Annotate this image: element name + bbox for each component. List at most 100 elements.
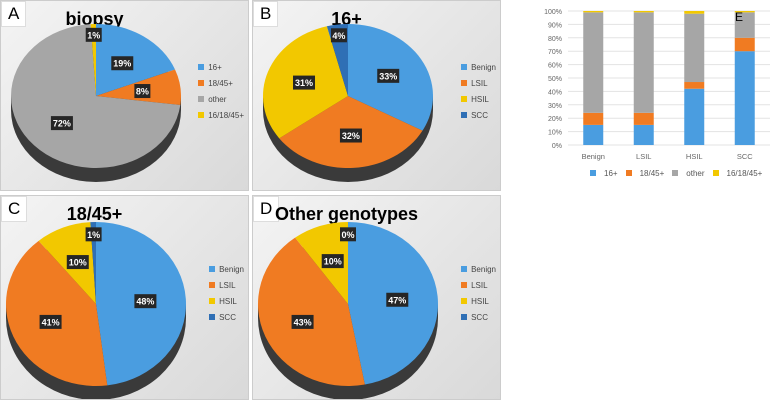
chart-title: Other genotypes [274, 204, 419, 224]
legend-item: 18/45+ [198, 79, 244, 88]
pie-slice-other [10, 24, 181, 168]
chart-title: biopsy [65, 9, 124, 29]
x-tick-label: Benign [582, 152, 605, 161]
legend: 16+ 18/45+ other 16/18/45+ [590, 169, 770, 178]
data-label-box [293, 75, 316, 90]
bar-16+-Benign [583, 124, 604, 145]
data-label: 31% [295, 78, 313, 88]
data-label-box [39, 314, 62, 329]
data-label: 1% [87, 230, 100, 240]
legend-item: 16+ [590, 169, 618, 178]
y-tick-label: 80% [548, 36, 562, 43]
pie-slice-SCC [90, 222, 96, 304]
y-tick-label: 60% [548, 63, 562, 70]
legend-item: Benign [461, 63, 496, 72]
legend-item: 16/18/45+ [198, 111, 244, 120]
bar-18/45+-HSIL [684, 82, 705, 89]
legend: Benign LSIL HSIL SCC [209, 258, 244, 329]
chart-title: 18/45+ [66, 204, 123, 224]
legend-item: SCC [461, 313, 496, 322]
bar-18/45+-LSIL [633, 112, 654, 125]
legend-item: SCC [209, 313, 244, 322]
y-tick-label: 20% [548, 116, 562, 123]
legend-item: 16+ [198, 63, 244, 72]
y-tick-label: 100% [544, 9, 562, 16]
legend-item: LSIL [209, 281, 244, 290]
pie-slice-16+ [96, 24, 176, 96]
data-label-box [111, 56, 134, 71]
panel-letter: B [253, 1, 279, 27]
panel-b: B 16+ 33% 32% 31% 4% Benign LSIL HSIL SCC [252, 0, 501, 191]
bar-16/18/45+-Benign [583, 11, 604, 13]
bar-18/45+-SCC [734, 37, 755, 52]
y-tick-label: 90% [548, 22, 562, 29]
chart-title: 16+ [331, 9, 362, 29]
data-label-box [340, 227, 356, 242]
bar-16/18/45+-SCC [734, 11, 755, 13]
pie-slice-HSIL [295, 222, 348, 304]
data-label-box [134, 84, 151, 99]
data-label: 4% [332, 31, 345, 41]
data-label-box [330, 28, 347, 43]
panel-letter: E [735, 10, 744, 24]
legend-item: 16/18/45+ [712, 169, 762, 178]
x-tick-label: LSIL [636, 152, 651, 161]
y-tick-label: 10% [548, 130, 562, 137]
panel-d: D Other genotypes 47% 43% 10% 0% Benign LSIL HSI… [252, 195, 501, 400]
y-tick-label: 0% [552, 143, 562, 150]
bar-16+-LSIL [633, 124, 654, 145]
pie-slice-16/18/45+ [90, 24, 96, 96]
legend-item: LSIL [461, 79, 496, 88]
bar-other-HSIL [684, 13, 705, 83]
legend-item: HSIL [209, 297, 244, 306]
data-label: 33% [379, 71, 397, 81]
legend-item: HSIL [461, 95, 496, 104]
legend-item: LSIL [461, 281, 496, 290]
legend-item: SCC [461, 111, 496, 120]
legend-item: Benign [461, 265, 496, 274]
x-tick-label: HSIL [686, 152, 703, 161]
pie-slice-LSIL [258, 237, 365, 386]
bar-other-Benign [583, 12, 604, 113]
panel-letter: A [1, 1, 27, 27]
data-label: 8% [136, 87, 149, 97]
panel-letter: D [253, 196, 280, 222]
y-tick-label: 50% [548, 76, 562, 83]
data-label-box [134, 294, 157, 309]
legend-item: Benign [209, 265, 244, 274]
data-label-box [386, 292, 409, 307]
legend-item: other [672, 169, 705, 178]
data-label: 43% [294, 317, 312, 327]
legend-item: other [198, 95, 244, 104]
data-label: 19% [113, 59, 131, 69]
x-tick-label: SCC [737, 152, 753, 161]
data-label: 47% [388, 295, 406, 305]
data-label-box [339, 128, 362, 143]
data-label-box [66, 255, 89, 270]
panel-e: 0% 10% 20% 30% 40% 50% 60% 70% 80% 90% 100% Benign L… [530, 0, 772, 190]
y-tick-label: 70% [548, 49, 562, 56]
bar-18/45+-Benign [583, 112, 604, 125]
data-label: 1% [87, 30, 100, 40]
bar-16/18/45+-HSIL [684, 11, 705, 14]
legend: Benign LSIL HSIL SCC [461, 258, 496, 329]
panel-letter: C [1, 196, 28, 222]
bar-other-SCC [734, 12, 755, 38]
data-label: 48% [136, 297, 154, 307]
data-label: 0% [341, 230, 354, 240]
legend-item: HSIL [461, 297, 496, 306]
y-tick-label: 30% [548, 103, 562, 110]
data-label: 32% [342, 131, 360, 141]
data-label-box [85, 27, 102, 42]
data-label-box [377, 68, 400, 83]
data-label: 72% [53, 119, 71, 129]
bar-16+-HSIL [684, 88, 705, 145]
pie-slice-LSIL [5, 240, 108, 386]
legend-item: 18/45+ [625, 169, 664, 178]
data-label: 10% [324, 257, 342, 267]
legend: Benign LSIL HSIL SCC [461, 56, 496, 127]
data-label-box [321, 254, 344, 269]
y-tick-label: 40% [548, 89, 562, 96]
data-label-box [291, 314, 314, 329]
